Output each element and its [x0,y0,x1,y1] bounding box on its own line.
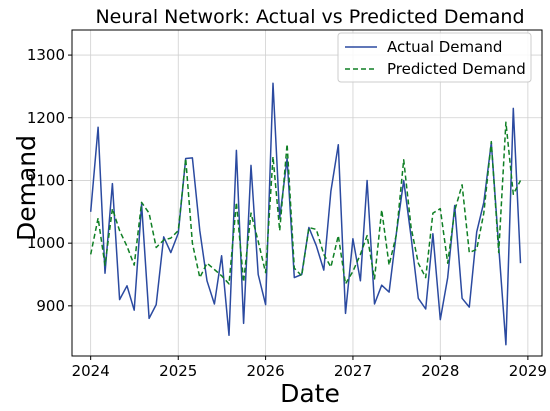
plot-frame [71,29,543,357]
x-axis-ticks: 2024 2025 2026 2027 2028 2029 [72,356,547,380]
y-tick-label: 900 [36,297,65,315]
y-axis-ticks: 900 1000 1100 1200 1300 [27,46,72,315]
x-tick-label: 2024 [72,362,110,380]
axes [71,29,543,357]
y-tick-label: 1000 [27,234,65,252]
x-tick-label: 2029 [509,362,547,380]
series-layer [89,82,522,346]
y-tick-label: 1100 [27,171,65,189]
legend: Actual Demand Predicted Demand [337,32,532,83]
series-line-actual-demand [89,82,522,346]
x-tick-label: 2027 [334,362,372,380]
legend-label-actual: Actual Demand [387,38,502,56]
x-axis-title: Date [280,379,340,408]
x-tick-label: 2028 [421,362,459,380]
grid [72,30,542,356]
chart-title: Neural Network: Actual vs Predicted Dema… [95,6,524,28]
y-tick-label: 1200 [27,109,65,127]
x-tick-label: 2025 [159,362,197,380]
legend-label-predicted: Predicted Demand [387,60,526,78]
series-line-predicted-demand [89,121,522,285]
y-axis-title: Demand [12,135,41,241]
y-tick-label: 1300 [27,46,65,64]
legend-box [337,32,532,83]
x-tick-label: 2026 [247,362,285,380]
